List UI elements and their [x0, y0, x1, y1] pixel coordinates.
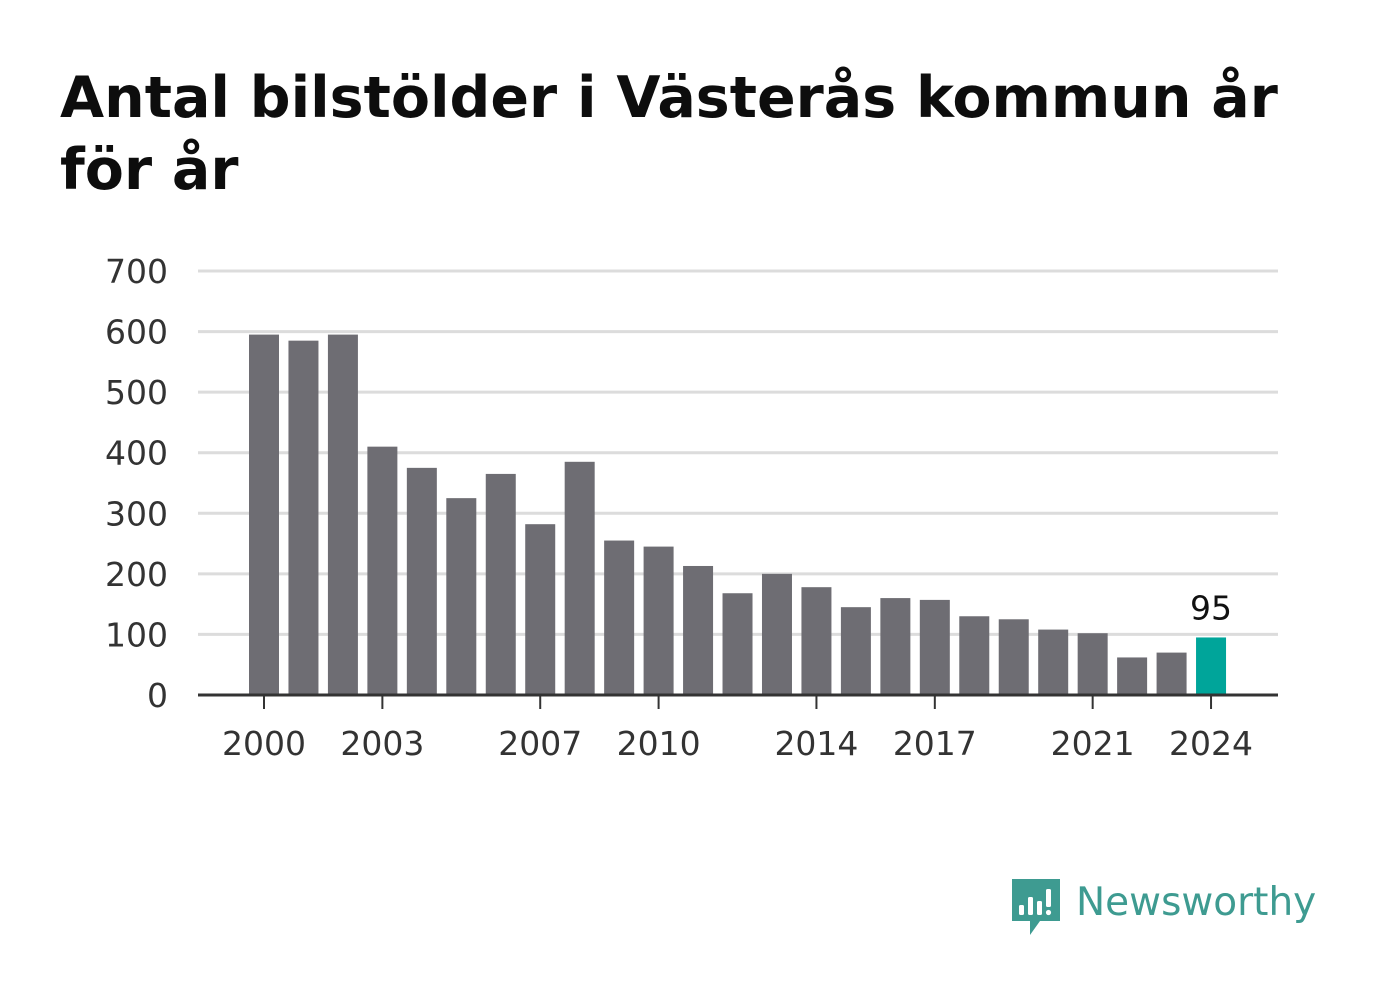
bar-2013 — [761, 573, 792, 695]
y-tick-label: 300 — [105, 494, 168, 533]
bar-2010 — [643, 546, 674, 695]
x-tick-label: 2017 — [893, 724, 977, 763]
bar-2009 — [604, 540, 635, 695]
bar-2014 — [801, 587, 832, 695]
y-tick-label: 600 — [105, 313, 168, 352]
bar-2016 — [880, 598, 911, 695]
brand: Newsworthy — [1010, 877, 1316, 941]
chart-title: Antal bilstölder i Västerås kommun år fö… — [60, 65, 1278, 203]
newsworthy-logo-icon — [1012, 879, 1060, 935]
x-tick-label: 2021 — [1051, 724, 1135, 763]
brand-name: Newsworthy — [1076, 880, 1317, 925]
x-tick-label: 2003 — [340, 724, 424, 763]
y-tick-label: 400 — [105, 434, 168, 473]
bar-2002 — [327, 334, 358, 695]
bar-2004 — [406, 467, 437, 695]
data-label: 95 — [1190, 588, 1232, 627]
bar-2008 — [564, 461, 595, 695]
x-tick-label: 2007 — [498, 724, 582, 763]
bar-2023 — [1156, 652, 1187, 695]
bar-2022 — [1117, 657, 1148, 695]
y-tick-label: 500 — [105, 373, 168, 412]
bar-2000 — [249, 334, 279, 695]
data-labels: 95 — [1190, 588, 1232, 627]
bar-2024 — [1196, 637, 1227, 695]
bar-2019 — [998, 619, 1029, 695]
y-axis-ticks: 0 100 200 300 400 500 600 700 — [105, 252, 168, 715]
bar-2012 — [722, 593, 753, 695]
x-tick-label: 2000 — [222, 724, 306, 763]
bar-2011 — [683, 565, 714, 695]
bar-2003 — [367, 446, 398, 695]
x-axis-ticks: 2000 2003 2007 2010 2014 2017 2021 2024 — [222, 695, 1253, 763]
bar-2020 — [1038, 629, 1069, 695]
y-tick-label: 200 — [105, 555, 168, 594]
x-tick-label: 2024 — [1169, 724, 1253, 763]
bar-2001 — [288, 340, 319, 695]
y-tick-label: 100 — [105, 615, 168, 654]
bar-2017 — [919, 599, 950, 695]
bar-2005 — [446, 498, 477, 695]
y-tick-label: 0 — [147, 676, 168, 715]
y-tick-label: 700 — [105, 252, 168, 291]
bar-2006 — [485, 473, 516, 695]
x-tick-label: 2014 — [774, 724, 858, 763]
bar-2007 — [525, 524, 556, 695]
gridlines — [198, 269, 1278, 636]
bar-2018 — [959, 616, 990, 695]
x-tick-label: 2010 — [617, 724, 701, 763]
bar-2021 — [1077, 633, 1108, 695]
bars — [249, 334, 1227, 695]
bar-2015 — [840, 607, 871, 695]
